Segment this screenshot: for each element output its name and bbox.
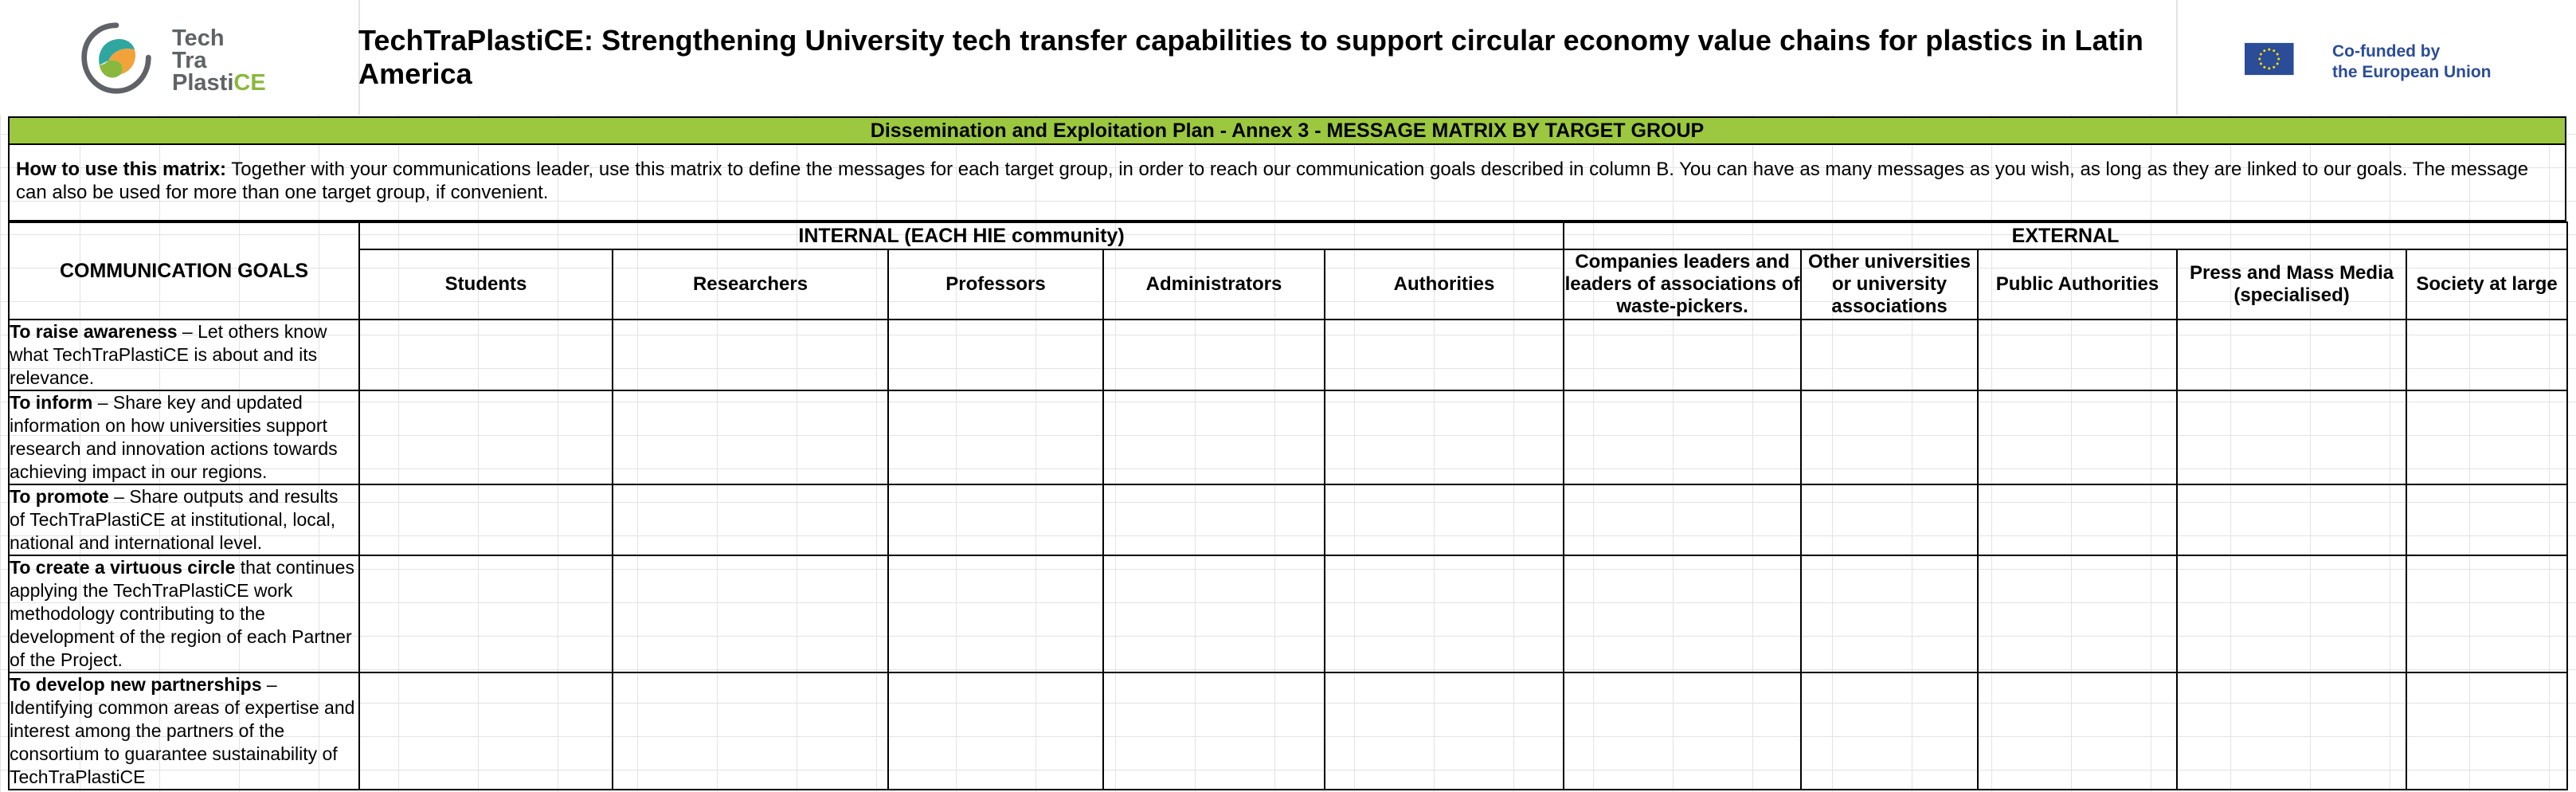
message-matrix-table: COMMUNICATION GOALS INTERNAL (EACH HIE c…: [8, 222, 2569, 790]
message-cell[interactable]: [1323, 672, 1565, 790]
message-cell[interactable]: [2176, 319, 2408, 391]
header-divider: [358, 0, 360, 115]
message-cell[interactable]: [2176, 390, 2408, 485]
message-cell[interactable]: [1977, 319, 2179, 391]
message-cell[interactable]: [1563, 390, 1803, 485]
message-cell[interactable]: [1102, 484, 1325, 556]
message-cell[interactable]: [1102, 319, 1325, 391]
table-row: To inform – Share key and updated inform…: [8, 390, 2569, 485]
message-cell[interactable]: [1800, 672, 1979, 790]
message-cell[interactable]: [1563, 555, 1803, 673]
message-cell[interactable]: [887, 390, 1104, 485]
column-header-researchers: Researchers: [612, 249, 889, 320]
instructions-label: How to use this matrix:: [16, 159, 227, 180]
message-cell[interactable]: [1563, 672, 1803, 790]
message-cell[interactable]: [2176, 484, 2408, 556]
column-header-companies-leaders: Companies leaders and leaders of associa…: [1563, 249, 1803, 320]
table-row: To raise awareness – Let others know wha…: [8, 319, 2569, 391]
message-cell[interactable]: [1323, 555, 1565, 673]
message-cell[interactable]: [2406, 484, 2569, 556]
page-title: TechTraPlastiCE: Strengthening Universit…: [358, 24, 2144, 90]
column-header-press-media: Press and Mass Media (specialised): [2176, 249, 2408, 320]
message-cell[interactable]: [2406, 319, 2569, 391]
message-cell[interactable]: [612, 319, 889, 391]
message-cell[interactable]: [1977, 390, 2179, 485]
message-cell[interactable]: [612, 484, 889, 556]
techtraplastice-logo-icon: [81, 22, 151, 94]
document-header: Tech Tra PlastiCE TechTraPlastiCE: Stren…: [0, 0, 2576, 115]
column-header-students: Students: [358, 249, 613, 320]
message-cell[interactable]: [1563, 319, 1803, 391]
message-cell[interactable]: [358, 555, 613, 673]
message-cell[interactable]: [1563, 484, 1803, 556]
table-row: To develop new partnerships – Identifyin…: [8, 672, 2569, 790]
message-cell[interactable]: [1800, 390, 1979, 485]
message-cell[interactable]: [887, 319, 1104, 391]
message-cell[interactable]: [887, 672, 1104, 790]
instructions-text: How to use this matrix: Together with yo…: [8, 145, 2566, 222]
column-header-professors: Professors: [887, 249, 1104, 320]
message-cell[interactable]: [887, 484, 1104, 556]
message-cell[interactable]: [1102, 555, 1325, 673]
message-cell[interactable]: [612, 672, 889, 790]
goal-cell[interactable]: To inform – Share key and updated inform…: [8, 390, 360, 485]
message-cell[interactable]: [612, 390, 889, 485]
message-cell[interactable]: [358, 319, 613, 391]
message-cell[interactable]: [1323, 484, 1565, 556]
message-cell[interactable]: [1323, 390, 1565, 485]
message-cell[interactable]: [2406, 555, 2569, 673]
instructions-body: Together with your communications leader…: [16, 159, 2529, 203]
message-cell[interactable]: [1977, 672, 2179, 790]
section-banner: Dissemination and Exploitation Plan - An…: [8, 116, 2566, 145]
goals-column-header: COMMUNICATION GOALS: [8, 222, 360, 320]
internal-group-header: INTERNAL (EACH HIE community): [358, 222, 1565, 250]
goal-cell[interactable]: To promote – Share outputs and results o…: [8, 484, 360, 556]
message-cell[interactable]: [1800, 555, 1979, 673]
column-header-other-universities: Other universities or university associa…: [1800, 249, 1979, 320]
message-cell[interactable]: [1977, 484, 2179, 556]
message-cell[interactable]: [2406, 390, 2569, 485]
goal-cell[interactable]: To develop new partnerships – Identifyin…: [8, 672, 360, 790]
message-cell[interactable]: [2176, 555, 2408, 673]
column-header-society: Society at large: [2406, 249, 2569, 320]
message-cell[interactable]: [1102, 390, 1325, 485]
message-cell[interactable]: [358, 390, 613, 485]
message-cell[interactable]: [1977, 555, 2179, 673]
goal-cell[interactable]: To raise awareness – Let others know wha…: [8, 319, 360, 391]
column-header-administrators: Administrators: [1102, 249, 1325, 320]
eu-cofunded-label: Co-funded by the European Union: [2332, 42, 2492, 81]
table-row: To promote – Share outputs and results o…: [8, 484, 2569, 556]
column-header-public-authorities: Public Authorities: [1977, 249, 2179, 320]
message-cell[interactable]: [2176, 672, 2408, 790]
logo-wordmark: Tech Tra PlastiCE: [172, 25, 266, 96]
message-cell[interactable]: [2406, 672, 2569, 790]
message-cell[interactable]: [1800, 319, 1979, 391]
message-cell[interactable]: [1102, 672, 1325, 790]
message-cell[interactable]: [887, 555, 1104, 673]
column-header-authorities: Authorities: [1323, 249, 1565, 320]
header-divider: [2176, 0, 2178, 115]
goal-cell[interactable]: To create a virtuous circle that continu…: [8, 555, 360, 673]
message-cell[interactable]: [612, 555, 889, 673]
table-row: To create a virtuous circle that continu…: [8, 555, 2569, 673]
eu-flag-icon: [2245, 42, 2294, 76]
message-cell[interactable]: [358, 672, 613, 790]
message-cell[interactable]: [1323, 319, 1565, 391]
external-group-header: EXTERNAL: [1563, 222, 2569, 250]
message-cell[interactable]: [1800, 484, 1979, 556]
message-cell[interactable]: [358, 484, 613, 556]
